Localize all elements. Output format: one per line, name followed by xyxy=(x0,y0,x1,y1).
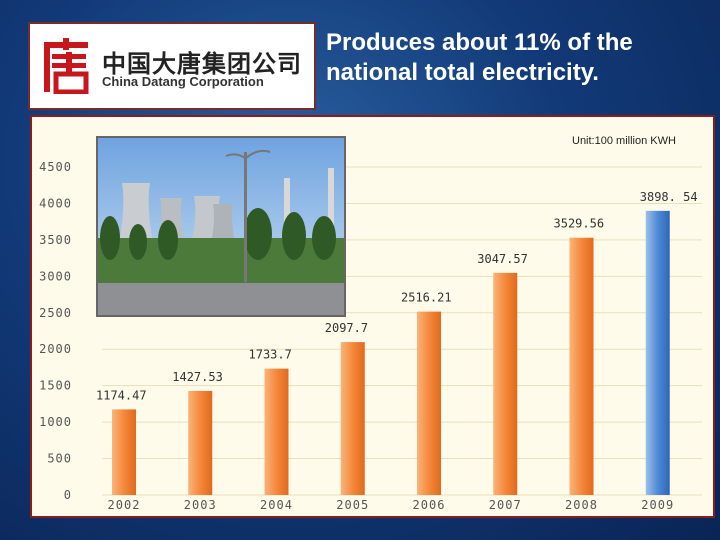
y-tick-label: 4000 xyxy=(39,196,72,210)
bar-value-label: 1174.47 xyxy=(96,388,147,402)
bar-value-label: 2097.7 xyxy=(325,321,368,335)
x-tick-label: 2003 xyxy=(184,498,217,512)
bar xyxy=(569,237,594,495)
datang-logo-icon xyxy=(44,38,89,94)
y-tick-label: 1500 xyxy=(39,379,72,393)
x-tick-label: 2007 xyxy=(489,498,522,512)
x-tick-label: 2004 xyxy=(260,498,293,512)
x-tick-label: 2009 xyxy=(641,498,674,512)
x-tick-label: 2006 xyxy=(413,498,446,512)
company-name-english: China Datang Corporation xyxy=(102,74,264,89)
y-tick-label: 1000 xyxy=(39,415,72,429)
bar xyxy=(417,311,441,495)
x-tick-label: 2005 xyxy=(336,498,369,512)
y-tick-label: 2000 xyxy=(39,342,72,356)
y-tick-label: 2500 xyxy=(39,306,72,320)
bar-value-label: 3898. 54 xyxy=(640,190,698,204)
y-tick-label: 3000 xyxy=(39,269,72,283)
x-tick-label: 2008 xyxy=(565,498,598,512)
unit-label: Unit:100 million KWH xyxy=(572,135,676,147)
y-tick-label: 4500 xyxy=(39,160,72,174)
y-tick-label: 0 xyxy=(64,488,72,502)
bar xyxy=(264,368,289,495)
chart-panel: Unit:100 million KWH 0 500 1000 1500 2000 2500… xyxy=(30,115,715,518)
bar xyxy=(645,210,670,495)
slide-title: Produces about 11% of the national total… xyxy=(326,29,633,86)
bar-value-label: 1733.7 xyxy=(249,348,292,362)
company-name-chinese: 中国大唐集团公司 xyxy=(102,50,302,78)
bar-value-label: 3047.57 xyxy=(477,252,528,266)
bar-chart: Unit:100 million KWH 0 500 1000 1500 2000 2500… xyxy=(39,135,702,512)
bar xyxy=(112,409,136,495)
y-tick-label: 3500 xyxy=(39,233,72,247)
x-tick-label: 2002 xyxy=(108,498,141,512)
y-tick-label: 500 xyxy=(47,452,72,466)
company-logo: 中国大唐集团公司 China Datang Corporation xyxy=(28,22,316,110)
power-plant-photo xyxy=(96,136,346,317)
bar xyxy=(188,390,213,495)
bar-value-label: 1427.53 xyxy=(172,370,223,384)
bar-value-label: 2516.21 xyxy=(401,291,452,305)
bar xyxy=(493,272,518,495)
bar xyxy=(340,342,365,495)
bar-value-label: 3529.56 xyxy=(554,217,605,231)
